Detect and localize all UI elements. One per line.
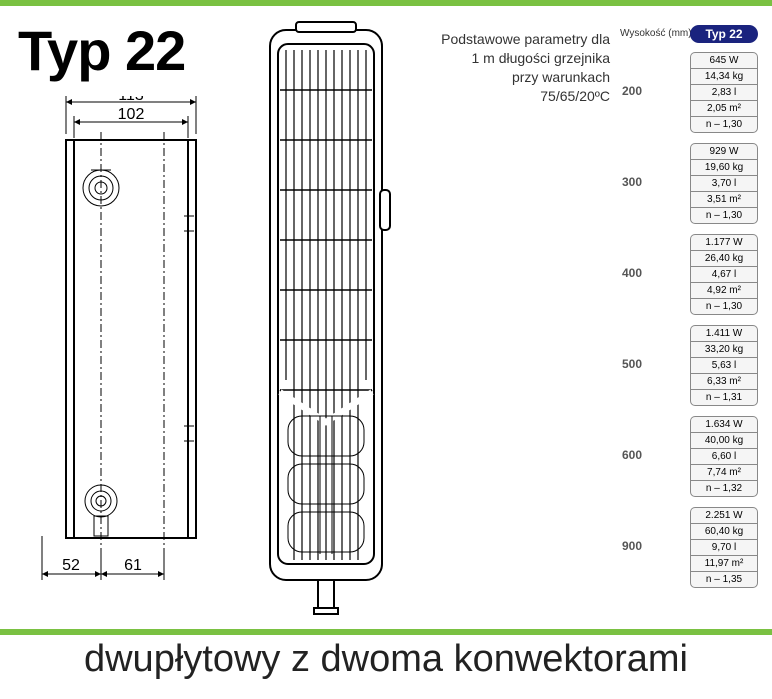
param-group: 300929 W19,60 kg3,70 l3,51 m²n – 1,30 [618, 143, 758, 224]
param-cell: 929 W [690, 143, 758, 159]
desc-line: Podstawowe parametry dla [441, 31, 610, 47]
params-table: 200645 W14,34 kg2,83 l2,05 m²n – 1,30 300… [618, 52, 758, 598]
desc-line: przy warunkach [512, 69, 610, 85]
desc-line: 75/65/20ºC [540, 88, 610, 104]
param-cell: 11,97 m² [690, 555, 758, 571]
dim-52: 52 [62, 557, 80, 574]
param-cells: 1.177 W26,40 kg4,67 l4,92 m²n – 1,30 [690, 234, 758, 315]
param-cell: 5,63 l [690, 357, 758, 373]
param-cell: 3,70 l [690, 175, 758, 191]
param-cell: 1.177 W [690, 234, 758, 250]
dim-113: 113 [118, 96, 144, 104]
side-view-drawing: 113 102 52 61 [36, 96, 226, 596]
desc-line: 1 m długości grzejnika [471, 50, 610, 66]
param-cell: 1.634 W [690, 416, 758, 432]
typ-badge: Typ 22 [690, 25, 758, 43]
param-cell: 3,51 m² [690, 191, 758, 207]
param-cell: 40,00 kg [690, 432, 758, 448]
param-cell: 4,67 l [690, 266, 758, 282]
param-cell: 6,33 m² [690, 373, 758, 389]
param-group: 5001.411 W33,20 kg5,63 l6,33 m²n – 1,31 [618, 325, 758, 406]
param-cell: 60,40 kg [690, 523, 758, 539]
page-title: Typ 22 [18, 18, 185, 83]
param-cell: 33,20 kg [690, 341, 758, 357]
param-group: 4001.177 W26,40 kg4,67 l4,92 m²n – 1,30 [618, 234, 758, 315]
param-cells: 1.411 W33,20 kg5,63 l6,33 m²n – 1,31 [690, 325, 758, 406]
height-label: 900 [612, 539, 642, 553]
top-separator [0, 0, 772, 6]
height-label: 400 [612, 266, 642, 280]
param-group: 6001.634 W40,00 kg6,60 l7,74 m²n – 1,32 [618, 416, 758, 497]
height-label: 600 [612, 448, 642, 462]
footer-text: dwupłytowy z dwoma konwektorami [0, 638, 772, 681]
param-cells: 2.251 W60,40 kg9,70 l11,97 m²n – 1,35 [690, 507, 758, 588]
param-cells: 929 W19,60 kg3,70 l3,51 m²n – 1,30 [690, 143, 758, 224]
param-group: 9002.251 W60,40 kg9,70 l11,97 m²n – 1,35 [618, 507, 758, 588]
param-cell: 1.411 W [690, 325, 758, 341]
param-cell: 6,60 l [690, 448, 758, 464]
param-cell: n – 1,30 [690, 116, 758, 133]
param-cell: 26,40 kg [690, 250, 758, 266]
param-cell: n – 1,30 [690, 207, 758, 224]
param-cell: 7,74 m² [690, 464, 758, 480]
param-cell: 19,60 kg [690, 159, 758, 175]
param-group: 200645 W14,34 kg2,83 l2,05 m²n – 1,30 [618, 52, 758, 133]
params-header-label: Wysokość (mm) [620, 28, 692, 39]
dim-61: 61 [124, 557, 142, 574]
param-cell: 9,70 l [690, 539, 758, 555]
param-cell: 2.251 W [690, 507, 758, 523]
param-cell: 4,92 m² [690, 282, 758, 298]
param-cell: 2,83 l [690, 84, 758, 100]
height-label: 500 [612, 357, 642, 371]
description-block: Podstawowe parametry dla 1 m długości gr… [400, 30, 610, 106]
height-label: 300 [612, 175, 642, 189]
param-cell: n – 1,30 [690, 298, 758, 315]
param-cell: 14,34 kg [690, 68, 758, 84]
param-cells: 645 W14,34 kg2,83 l2,05 m²n – 1,30 [690, 52, 758, 133]
height-label: 200 [612, 84, 642, 98]
param-cell: n – 1,32 [690, 480, 758, 497]
param-cells: 1.634 W40,00 kg6,60 l7,74 m²n – 1,32 [690, 416, 758, 497]
param-cell: 2,05 m² [690, 100, 758, 116]
param-cell: n – 1,35 [690, 571, 758, 588]
dim-102: 102 [118, 106, 145, 123]
top-view-drawing [256, 20, 396, 620]
param-cell: n – 1,31 [690, 389, 758, 406]
bottom-separator [0, 629, 772, 635]
param-cell: 645 W [690, 52, 758, 68]
